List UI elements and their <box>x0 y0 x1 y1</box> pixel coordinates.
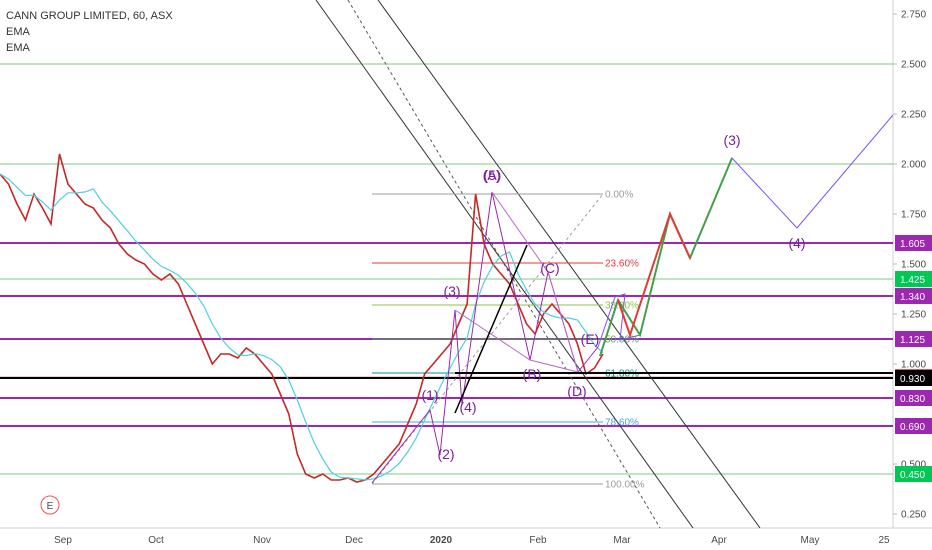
earnings-marker <box>40 495 60 515</box>
price-tag-label-9: 0.690 <box>900 422 925 433</box>
price-tag-label-5: 1.125 <box>900 335 925 346</box>
wave-label: (A) <box>483 167 502 183</box>
price-tag-label-3: 1.425 <box>900 275 925 286</box>
price-tag-bg-3 <box>895 271 932 287</box>
x-tick-label: Apr <box>711 535 727 546</box>
price-tag-bg-7 <box>895 370 932 386</box>
channel-median <box>347 0 661 529</box>
x-tick-label: 2020 <box>430 535 453 546</box>
price-tag-bg-9 <box>895 418 932 434</box>
trendline-up <box>454 244 528 414</box>
y-tick-label: 1.500 <box>901 260 926 271</box>
fib-trend-line <box>371 193 604 485</box>
fib-label-6: 100.00% <box>605 480 645 491</box>
y-tick-label: 2.500 <box>901 60 926 71</box>
x-tick-label: Mar <box>613 535 631 546</box>
wave-label: (E) <box>581 331 600 347</box>
price-line <box>0 153 604 483</box>
wave-label: (3) <box>443 283 460 299</box>
projection-bear-legs <box>617 211 691 339</box>
ema-line <box>0 173 604 481</box>
price-tag-bg-10 <box>895 466 932 482</box>
wave-label: (2) <box>437 446 454 462</box>
channel-line-2 <box>377 0 761 529</box>
x-tick-label: Oct <box>148 535 164 546</box>
wave-label: (C) <box>540 260 559 276</box>
y-tick-label: 1.250 <box>901 310 926 321</box>
wave-label: (3) <box>723 132 740 148</box>
fib-label-0: 0.00% <box>605 190 633 201</box>
y-tick-label: 0.250 <box>901 510 926 521</box>
price-tag-label-2: 1.605 <box>900 239 925 250</box>
x-tick-label: Dec <box>345 535 363 546</box>
price-tag-label-4: 1.340 <box>900 292 925 303</box>
x-tick-label: Feb <box>529 535 547 546</box>
y-tick-label: 2.750 <box>901 10 926 21</box>
x-tick-label: May <box>801 535 820 546</box>
projection-bull-legs <box>599 157 733 357</box>
y-tick-label: 1.000 <box>901 360 926 371</box>
y-tick-label: 0.500 <box>901 460 926 471</box>
x-tick-label: 25 <box>878 535 890 546</box>
wave-label: (5) <box>483 167 500 183</box>
fib-label-1: 23.60% <box>605 259 639 270</box>
x-tick-label: Sep <box>54 535 72 546</box>
price-tag-label-7: 0.930 <box>900 374 925 385</box>
wave-label: (4) <box>788 235 805 251</box>
wave-label: (1) <box>421 387 438 403</box>
price-tag-label-8: 0.830 <box>900 394 925 405</box>
wave-label: (B) <box>523 366 542 382</box>
ema-indicator-1[interactable]: EMA <box>6 26 30 38</box>
wave-label: (4) <box>459 399 476 415</box>
price-tag-bg-4 <box>895 288 932 304</box>
price-tag-bg-8 <box>895 390 932 406</box>
y-tick-label: 2.250 <box>901 110 926 121</box>
fib-label-5: 78.60% <box>605 418 639 429</box>
ema-indicator-2[interactable]: EMA <box>6 42 30 54</box>
x-tick-label: Nov <box>253 535 271 546</box>
chart-legend: CANN GROUP LIMITED, 60, ASX EMA EMA <box>6 8 173 56</box>
y-tick-label: 2.000 <box>901 160 926 171</box>
price-tag-bg-2 <box>895 235 932 251</box>
wave-label: (D) <box>567 383 586 399</box>
price-tag-label-10: 0.450 <box>900 470 925 481</box>
earnings-marker-label: E <box>47 501 54 512</box>
symbol-title[interactable]: CANN GROUP LIMITED, 60, ASX <box>6 10 173 22</box>
y-tick-label: 1.750 <box>901 210 926 221</box>
price-tag-bg-5 <box>895 331 932 347</box>
